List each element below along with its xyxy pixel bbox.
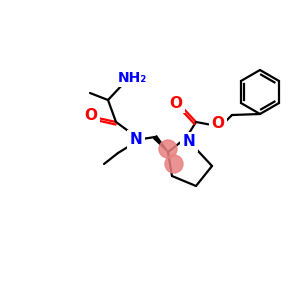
Text: O: O <box>169 95 182 110</box>
Polygon shape <box>154 136 168 152</box>
Text: N: N <box>183 134 195 149</box>
Circle shape <box>159 140 177 158</box>
Text: O: O <box>85 109 98 124</box>
Text: NH₂: NH₂ <box>117 71 147 85</box>
Text: N: N <box>130 133 142 148</box>
Text: O: O <box>212 116 224 131</box>
Circle shape <box>165 155 183 173</box>
